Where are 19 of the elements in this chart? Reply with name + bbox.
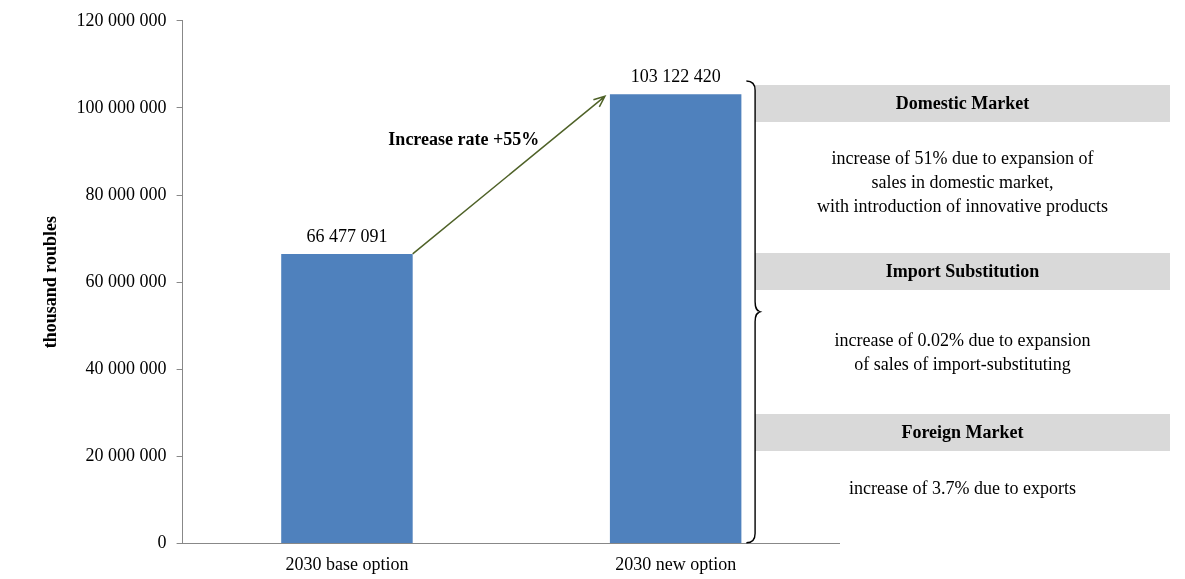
y-tick-label: 20 000 000 [85,445,167,466]
section-heading: Import Substitution [755,253,1170,290]
y-tick-label: 80 000 000 [85,183,167,204]
y-tick-label: 120 000 000 [76,9,167,30]
x-tick-label: 2030 new option [615,553,737,574]
y-tick-label: 40 000 000 [85,357,167,378]
y-tick-label: 0 [157,532,167,553]
annotation: increase of 51% due to expansion of sales in domestic market, with introduction of innovative products [816,147,1109,218]
annotation: Increase rate +55% [388,128,540,149]
data-label: 66 477 091 [306,225,388,246]
y-tick-label: 100 000 000 [76,96,167,117]
x-tick-label: 2030 base option [285,553,409,574]
text: increase of 3.7% due to exports [848,477,1077,500]
section-heading: Domestic Market [755,85,1170,122]
y-axis-title: thousand roubles [40,215,61,349]
annotation: increase of 0.02% due to expansion of sales of import-substituting [833,329,1092,376]
data-label: 103 122 420 [630,66,721,87]
section-heading: Foreign Market [755,414,1170,451]
y-tick-label: 60 000 000 [85,270,167,291]
